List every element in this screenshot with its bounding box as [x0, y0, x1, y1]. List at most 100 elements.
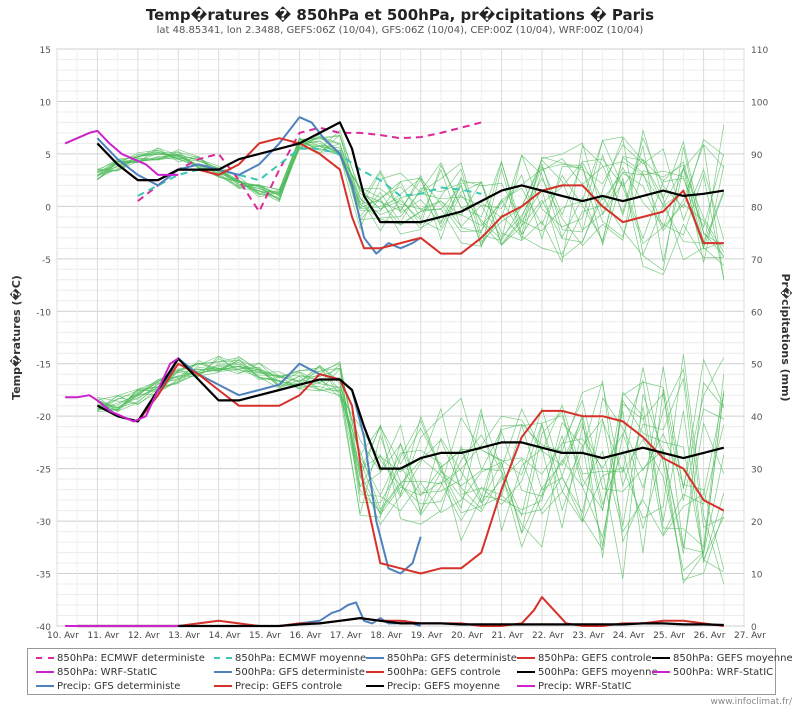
y-tick-label-right: 10 — [751, 571, 763, 581]
legend-swatch — [36, 657, 54, 659]
legend-item[interactable]: 850hPa: WRF-StatIC — [36, 667, 157, 678]
y-tick-label-right: 90 — [751, 151, 763, 161]
y-tick-label-left: -40 — [36, 623, 51, 633]
x-tick-label: 21. Avr — [492, 631, 524, 641]
y-tick-label-left: 10 — [40, 98, 52, 108]
legend-swatch — [366, 657, 384, 659]
x-tick-label: 20. Avr — [451, 631, 483, 641]
y-tick-label-right: 70 — [751, 256, 763, 266]
y-tick-label-right: 40 — [751, 413, 763, 423]
legend-item[interactable]: 850hPa: GEFS moyenne — [652, 653, 793, 664]
site-credit[interactable]: www.infoclimat.fr/ — [710, 697, 792, 707]
y-tick-label-right: 0 — [751, 623, 757, 633]
legend-item[interactable]: 850hPa: GEFS controle — [517, 653, 652, 664]
legend-swatch — [517, 685, 535, 687]
ensemble-member-500 — [97, 356, 725, 570]
y-tick-label-left: 5 — [45, 151, 51, 161]
legend-label: 850hPa: ECMWF moyenne — [235, 653, 367, 664]
ensemble-member-850 — [97, 140, 725, 280]
legend-item[interactable]: Precip: GEFS controle — [214, 681, 342, 692]
x-tick-label: 18. Avr — [370, 631, 402, 641]
legend-label: 850hPa: GEFS moyenne — [673, 653, 793, 664]
legend-label: 500hPa: GFS deterministe — [235, 667, 365, 678]
x-tick-label: 25. Avr — [653, 631, 685, 641]
legend-label: Precip: GEFS controle — [235, 681, 343, 692]
x-tick-label: 26. Avr — [694, 631, 726, 641]
legend-label: 850hPa: GEFS controle — [538, 653, 652, 664]
x-tick-label: 15. Avr — [249, 631, 281, 641]
legend-swatch — [36, 685, 54, 687]
x-tick-label: 17. Avr — [330, 631, 362, 641]
x-tick-label: 27. Avr — [734, 631, 766, 641]
legend-item[interactable]: 500hPa: WRF-StatIC — [652, 667, 773, 678]
legend-item[interactable]: Precip: GEFS moyenne — [366, 681, 500, 692]
legend-swatch — [652, 657, 670, 659]
y-tick-label-left: -35 — [36, 571, 51, 581]
x-tick-label: 23. Avr — [572, 631, 604, 641]
y-tick-label-right: 110 — [751, 46, 768, 56]
legend-item[interactable]: 500hPa: GFS deterministe — [214, 667, 365, 678]
legend-item[interactable]: 850hPa: GFS deterministe — [366, 653, 517, 664]
ensemble-member-500 — [97, 363, 725, 554]
y-tick-label-left: -5 — [42, 256, 51, 266]
series-line-3 — [96, 137, 724, 255]
x-tick-label: 19. Avr — [411, 631, 443, 641]
legend-label: 850hPa: ECMWF deterministe — [57, 653, 205, 664]
legend-swatch — [36, 671, 54, 673]
legend-label: 500hPa: GEFS moyenne — [538, 667, 658, 678]
legend-swatch — [214, 657, 232, 659]
y-tick-label-right: 20 — [751, 518, 763, 528]
legend-swatch — [366, 671, 384, 673]
series-line-9 — [65, 357, 179, 423]
legend-item[interactable]: Precip: GFS deterministe — [36, 681, 180, 692]
y-tick-label-left: 0 — [45, 203, 51, 213]
chart-legend: 850hPa: ECMWF deterministe 850hPa: ECMWF … — [27, 648, 793, 695]
legend-label: 500hPa: GEFS controle — [387, 667, 501, 678]
ensemble-member-850 — [97, 138, 725, 257]
legend-swatch — [366, 685, 384, 687]
ensemble-member-500 — [97, 365, 725, 572]
y-tick-label-left: -30 — [36, 518, 51, 528]
y-tick-label-right: 50 — [751, 361, 763, 371]
y-tick-label-left: -10 — [36, 308, 51, 318]
legend-item[interactable]: 500hPa: GEFS moyenne — [517, 667, 658, 678]
legend-label: 850hPa: WRF-StatIC — [57, 667, 158, 678]
legend-swatch — [517, 657, 535, 659]
ensemble-member-500 — [97, 363, 725, 584]
legend-label: Precip: WRF-StatIC — [538, 681, 632, 692]
series-line-5 — [64, 129, 179, 176]
x-tick-label: 12. Avr — [128, 631, 160, 641]
legend-item[interactable]: 850hPa: ECMWF moyenne — [214, 653, 366, 664]
meteogram-chart: 151050-5-10-15-20-25-30-35-4011010090807… — [9, 46, 793, 641]
series-line-4 — [96, 121, 724, 224]
x-tick-label: 10. Avr — [47, 631, 79, 641]
legend-swatch — [517, 671, 535, 673]
legend-label: 500hPa: WRF-StatIC — [673, 667, 774, 678]
ensemble-member-500 — [97, 361, 725, 563]
y-tick-label-right: 100 — [751, 98, 768, 108]
legend-swatch — [652, 671, 670, 673]
ensemble-member-850 — [97, 139, 725, 263]
y-tick-label-left: 15 — [40, 46, 51, 56]
x-tick-label: 11. Avr — [87, 631, 119, 641]
legend-swatch — [214, 685, 232, 687]
x-tick-label: 14. Avr — [209, 631, 241, 641]
legend-item[interactable]: Precip: WRF-StatIC — [517, 681, 632, 692]
ensemble-member-500 — [97, 362, 725, 537]
series-line-12 — [77, 616, 724, 628]
chart-subtitle: lat 48.85341, lon 2.3488, GEFS:06Z (10/0… — [156, 25, 644, 36]
series-line-0 — [137, 121, 482, 213]
x-tick-label: 16. Avr — [289, 631, 321, 641]
legend-label: Precip: GEFS moyenne — [387, 681, 500, 692]
legend-item[interactable]: 500hPa: GEFS controle — [366, 667, 501, 678]
x-tick-label: 22. Avr — [532, 631, 564, 641]
legend-swatch — [214, 671, 232, 673]
series-line-7 — [96, 362, 725, 575]
series-line-8 — [96, 357, 725, 470]
ensemble-member-500 — [97, 355, 725, 581]
y-axis-title-right: Pr�cipitations (mm) — [779, 273, 793, 401]
y-tick-label-right: 80 — [751, 203, 763, 213]
x-tick-label: 24. Avr — [613, 631, 645, 641]
legend-item[interactable]: 850hPa: ECMWF deterministe — [36, 653, 205, 664]
ensemble-member-500 — [97, 355, 725, 579]
